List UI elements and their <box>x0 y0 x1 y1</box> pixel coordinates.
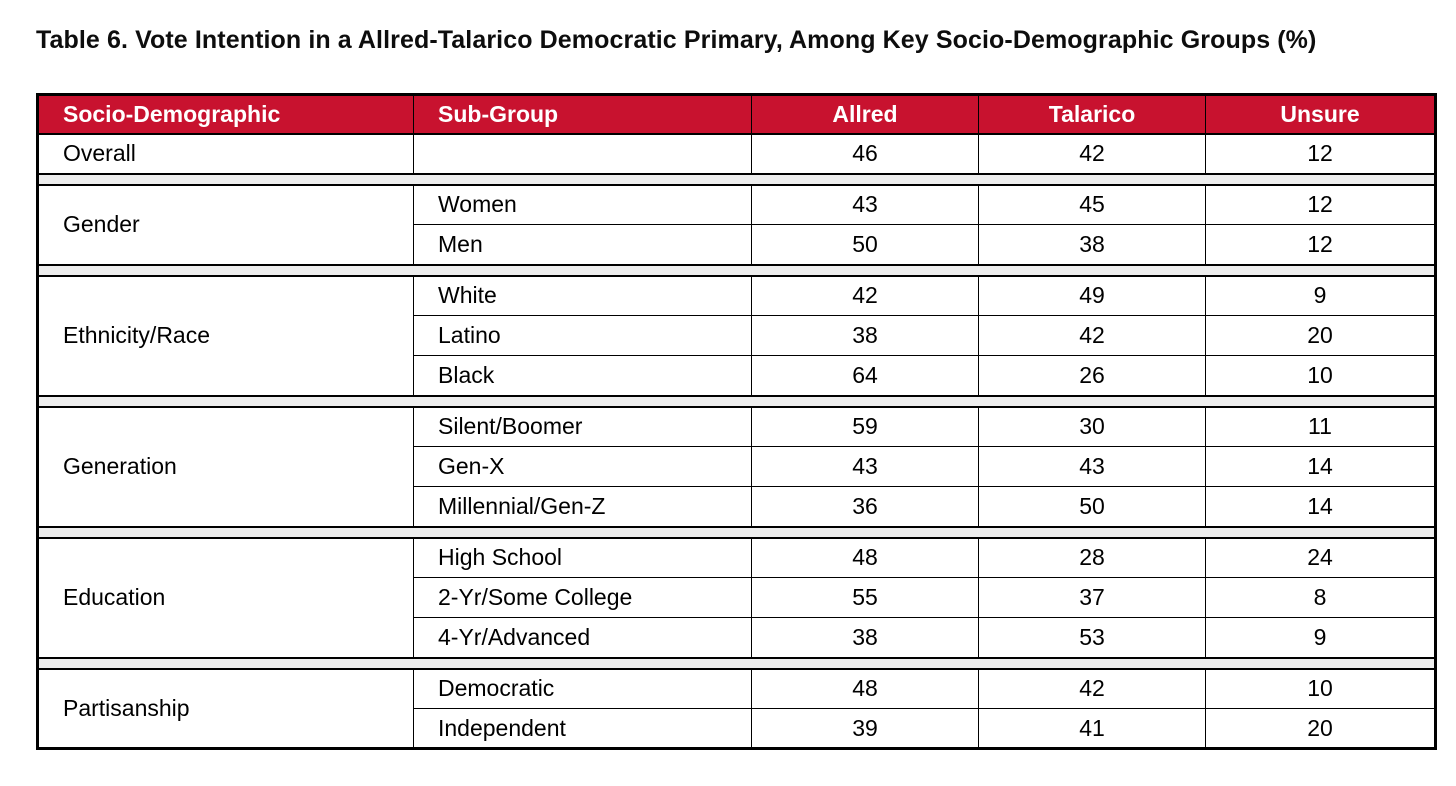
talarico-value: 53 <box>978 617 1206 658</box>
section-divider-band <box>37 172 1436 186</box>
column-header-allred: Allred <box>751 94 979 135</box>
talarico-value: 42 <box>978 133 1206 174</box>
section-divider <box>37 263 1436 277</box>
unsure-value: 20 <box>1205 315 1436 356</box>
table-row-high-school: Education High School 48 28 24 <box>37 537 1436 658</box>
group-label: Generation <box>37 406 414 527</box>
subgroup-label: Independent <box>413 708 752 749</box>
vote-intention-table: Socio-Demographic Sub-Group Allred Talar… <box>36 93 1437 750</box>
table-row-overall: Overall 46 42 12 <box>37 133 1436 174</box>
unsure-value: 10 <box>1205 355 1436 396</box>
allred-value: 39 <box>751 708 979 749</box>
allred-value: 38 <box>751 315 979 356</box>
allred-value: 42 <box>751 275 979 316</box>
unsure-value: 9 <box>1205 617 1436 658</box>
group-label: Overall <box>37 133 414 174</box>
unsure-value: 8 <box>1205 577 1436 618</box>
group-label: Ethnicity/Race <box>37 275 414 396</box>
column-header-unsure: Unsure <box>1205 94 1436 135</box>
table-row-democratic: Partisanship Democratic 48 42 10 <box>37 668 1436 749</box>
allred-value: 50 <box>751 224 979 265</box>
subgroup-label: Women <box>413 184 752 225</box>
subgroup-label: 2-Yr/Some College <box>413 577 752 618</box>
subgroup-label: Men <box>413 224 752 265</box>
subgroup-label: Democratic <box>413 668 752 709</box>
subgroup-label: White <box>413 275 752 316</box>
column-header-talarico: Talarico <box>978 94 1206 135</box>
section-divider-band <box>37 656 1436 670</box>
talarico-value: 26 <box>978 355 1206 396</box>
column-header-socio-demographic: Socio-Demographic <box>37 94 414 135</box>
section-divider <box>37 394 1436 408</box>
page: Table 6. Vote Intention in a Allred-Tala… <box>36 26 1437 750</box>
allred-value: 64 <box>751 355 979 396</box>
talarico-value: 28 <box>978 537 1206 578</box>
table-row-some-college: 2-Yr/Some College 55 37 8 <box>38 577 1436 618</box>
subgroup-label: Gen-X <box>413 446 752 487</box>
table-row-women: Gender Women 43 45 12 <box>37 184 1436 265</box>
unsure-value: 14 <box>1205 446 1436 487</box>
subgroup-label: Black <box>413 355 752 396</box>
subgroup-label: 4-Yr/Advanced <box>413 617 752 658</box>
table-row-white: Ethnicity/Race White 42 49 9 <box>37 275 1436 396</box>
allred-value: 38 <box>751 617 979 658</box>
allred-value: 43 <box>751 184 979 225</box>
talarico-value: 30 <box>978 406 1206 447</box>
group-label: Gender <box>37 184 414 265</box>
table-row-gen-x: Gen-X 43 43 14 <box>38 446 1436 487</box>
talarico-value: 43 <box>978 446 1206 487</box>
allred-value: 43 <box>751 446 979 487</box>
table-row-silent-boomer: Generation Silent/Boomer 59 30 11 <box>37 406 1436 527</box>
unsure-value: 12 <box>1205 224 1436 265</box>
talarico-value: 41 <box>978 708 1206 749</box>
subgroup-label: Millennial/Gen-Z <box>413 486 752 527</box>
table-row-independent: Independent 39 41 20 <box>38 708 1436 749</box>
talarico-value: 42 <box>978 315 1206 356</box>
unsure-value: 9 <box>1205 275 1436 316</box>
unsure-value: 20 <box>1205 708 1436 749</box>
allred-value: 59 <box>751 406 979 447</box>
talarico-value: 38 <box>978 224 1206 265</box>
subgroup-label: High School <box>413 537 752 578</box>
header-row: Socio-Demographic Sub-Group Allred Talar… <box>37 94 1436 135</box>
talarico-value: 37 <box>978 577 1206 618</box>
section-divider-band <box>37 263 1436 277</box>
unsure-value: 12 <box>1205 184 1436 225</box>
talarico-value: 42 <box>978 668 1206 709</box>
table-row-millennial-gen-z: Millennial/Gen-Z 36 50 14 <box>38 486 1436 527</box>
subgroup-label <box>413 133 752 174</box>
section-divider <box>37 172 1436 186</box>
table-title: Table 6. Vote Intention in a Allred-Tala… <box>36 26 1317 54</box>
talarico-value: 45 <box>978 184 1206 225</box>
unsure-value: 12 <box>1205 133 1436 174</box>
subgroup-label: Silent/Boomer <box>413 406 752 447</box>
unsure-value: 24 <box>1205 537 1436 578</box>
section-divider <box>37 525 1436 539</box>
unsure-value: 10 <box>1205 668 1436 709</box>
section-divider-band <box>37 394 1436 408</box>
allred-value: 36 <box>751 486 979 527</box>
subgroup-label: Latino <box>413 315 752 356</box>
section-divider-band <box>37 525 1436 539</box>
table-row-black: Black 64 26 10 <box>38 355 1436 396</box>
talarico-value: 50 <box>978 486 1206 527</box>
section-divider <box>37 656 1436 670</box>
group-label: Partisanship <box>37 668 414 749</box>
allred-value: 48 <box>751 537 979 578</box>
unsure-value: 14 <box>1205 486 1436 527</box>
talarico-value: 49 <box>978 275 1206 316</box>
allred-value: 55 <box>751 577 979 618</box>
unsure-value: 11 <box>1205 406 1436 447</box>
column-header-sub-group: Sub-Group <box>413 94 752 135</box>
group-label: Education <box>37 537 414 658</box>
allred-value: 48 <box>751 668 979 709</box>
allred-value: 46 <box>751 133 979 174</box>
